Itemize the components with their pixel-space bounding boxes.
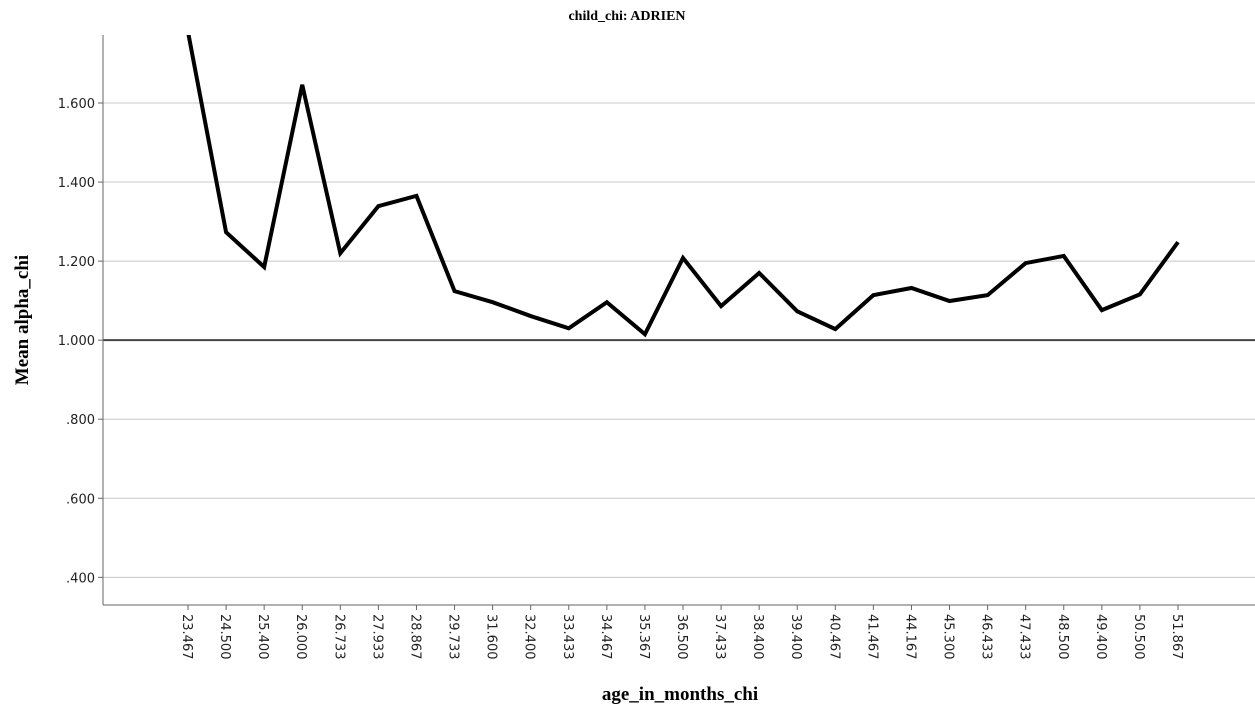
x-tick-label: 39.400 xyxy=(788,614,803,660)
x-tick-label: 34.467 xyxy=(598,614,613,660)
x-tick-label: 51.867 xyxy=(1169,614,1184,660)
plot-area xyxy=(186,35,1180,338)
grid xyxy=(103,102,1255,578)
data-line xyxy=(186,35,1180,338)
y-tick-label: 1.000 xyxy=(58,334,95,349)
x-tick-label: 25.400 xyxy=(255,614,270,660)
y-axis-label: Mean alpha_chi xyxy=(12,255,33,385)
x-tick-label: 27.933 xyxy=(369,614,384,660)
x-tick-label: 29.733 xyxy=(446,614,461,660)
x-tick-label: 31.600 xyxy=(484,614,499,660)
x-tick-label: 28.867 xyxy=(407,614,422,660)
x-tick-label: 37.433 xyxy=(712,614,727,660)
x-tick-label: 38.400 xyxy=(750,614,765,660)
x-tick-label: 47.433 xyxy=(1017,614,1032,660)
x-tick-label: 36.500 xyxy=(674,614,689,660)
x-tick-label: 35.367 xyxy=(636,614,651,660)
x-tick-label: 23.467 xyxy=(179,614,194,660)
y-tick-label: .800 xyxy=(66,413,95,428)
x-tick-label: 26.000 xyxy=(293,614,308,660)
x-tick-label: 50.500 xyxy=(1131,614,1146,660)
x-tick-label: 32.400 xyxy=(522,614,537,660)
x-tick-label: 49.400 xyxy=(1093,614,1108,660)
y-tick-label: 1.400 xyxy=(58,176,95,191)
x-axis-label: age_in_months_chi xyxy=(602,684,758,705)
x-tick-label: 26.733 xyxy=(331,614,346,660)
x-tick-label: 40.467 xyxy=(826,614,841,660)
x-tick-label: 45.300 xyxy=(941,614,956,660)
x-tick-label: 41.467 xyxy=(864,614,879,660)
x-tick-label: 48.500 xyxy=(1055,614,1070,660)
y-tick-label: 1.200 xyxy=(58,255,95,270)
y-tick-label: .400 xyxy=(66,571,95,586)
x-tick-label: 33.433 xyxy=(560,614,575,660)
y-tick-label: 1.600 xyxy=(58,97,95,112)
y-tick-label: .600 xyxy=(66,492,95,507)
x-tick-label: 46.433 xyxy=(979,614,994,660)
x-tick-label: 24.500 xyxy=(217,614,232,660)
chart-title: child_chi: ADRIEN xyxy=(568,9,685,24)
x-tick-label: 44.167 xyxy=(902,614,917,660)
